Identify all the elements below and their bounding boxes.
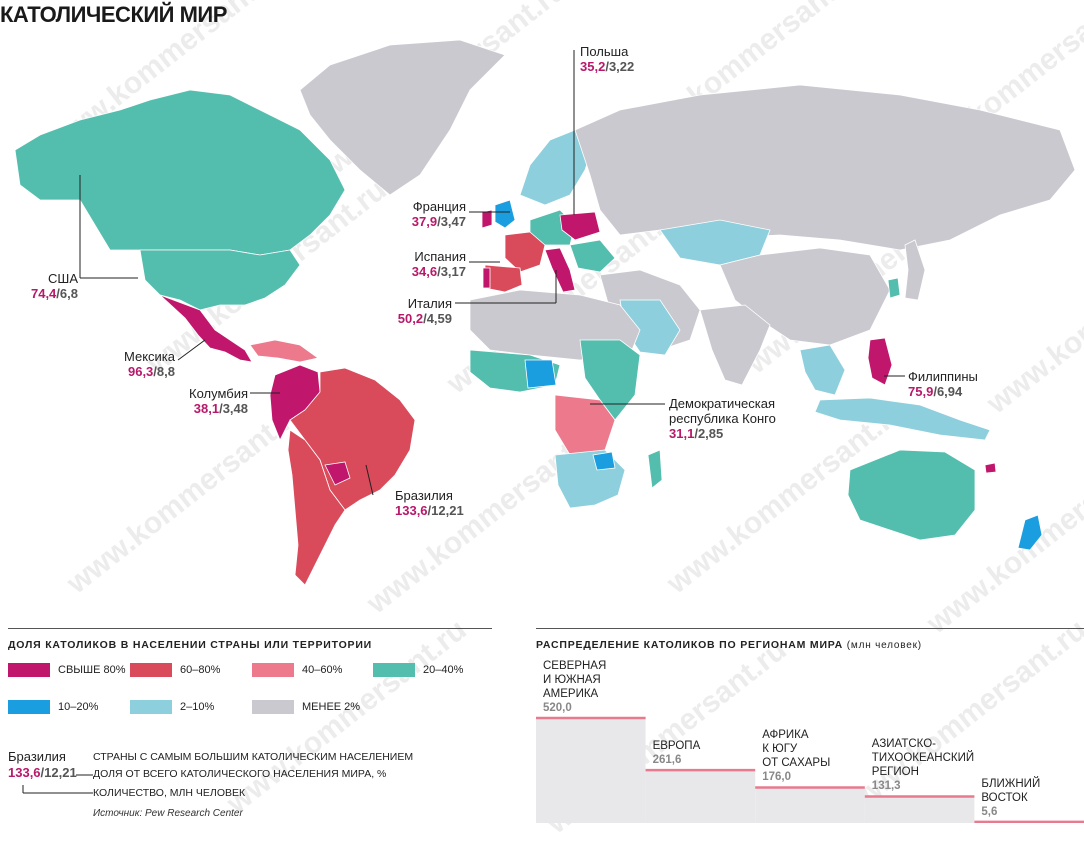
region-bar-label: ЕВРОПА 261,6 bbox=[652, 740, 701, 767]
callout-spain: Испания 34,6/3,17 bbox=[411, 249, 466, 279]
region-bar bbox=[864, 796, 975, 823]
legend-swatch-2-10 bbox=[130, 700, 172, 714]
region-iberia bbox=[484, 264, 523, 293]
regions-bar-chart bbox=[536, 716, 1084, 823]
region-east-africa bbox=[579, 339, 641, 421]
example-country: Бразилия bbox=[8, 749, 66, 764]
callout-colombia: Колумбия 38,1/3,48 bbox=[189, 386, 248, 416]
region-bar-value: 261,6 bbox=[652, 754, 682, 767]
legend-title: ДОЛЯ КАТОЛИКОВ В НАСЕЛЕНИИ СТРАНЫ ИЛИ ТЕ… bbox=[8, 639, 373, 651]
legend-rule bbox=[8, 628, 492, 629]
region-italy bbox=[544, 247, 576, 293]
legend-over80: СВЫШЕ 80% bbox=[8, 663, 126, 677]
region-usa bbox=[139, 249, 301, 311]
callout-drc: Демократическая республика Конго 31,1/2,… bbox=[669, 396, 776, 441]
legend-swatch-20-40 bbox=[373, 663, 415, 677]
legend-swatch-40-60 bbox=[252, 663, 294, 677]
legend-2-10: 2–10% bbox=[130, 700, 214, 714]
region-indonesia bbox=[814, 397, 991, 441]
regions-rule bbox=[536, 628, 1084, 629]
region-bar-value: 520,0 bbox=[543, 702, 572, 714]
region-greenland bbox=[299, 39, 506, 196]
region-bar bbox=[536, 718, 646, 823]
callout-brazil: Бразилия 133,6/12,21 bbox=[395, 488, 464, 518]
region-paraguay bbox=[324, 461, 351, 486]
example-values: 133,6/12,21 bbox=[8, 765, 77, 780]
region-bar-value: 176,0 bbox=[762, 771, 791, 784]
region-new-zealand bbox=[1017, 514, 1043, 551]
region-korea bbox=[887, 277, 901, 299]
example-note-title: СТРАНЫ С САМЫМ БОЛЬШИМ КАТОЛИЧЕСКИМ НАСЕ… bbox=[93, 751, 414, 763]
callout-france: Франция 37,9/3,47 bbox=[411, 199, 466, 229]
example-note-count: КОЛИЧЕСТВО, МЛН ЧЕЛОВЕК bbox=[93, 787, 246, 799]
region-southern-africa bbox=[554, 449, 626, 509]
source-note: Источник: Pew Research Center bbox=[93, 808, 243, 819]
legend-swatch-60-80 bbox=[130, 663, 172, 677]
map-title: КАТОЛИЧЕСКИЙ МИР bbox=[0, 2, 227, 27]
region-bar-value: 5,6 bbox=[981, 805, 998, 818]
region-japan bbox=[904, 239, 926, 301]
legend-60-80: 60–80% bbox=[130, 663, 220, 677]
region-canada-alaska bbox=[14, 89, 346, 256]
region-brazil bbox=[289, 367, 416, 511]
region-uk bbox=[494, 199, 516, 229]
region-bar bbox=[645, 770, 756, 823]
legend-swatch-under2 bbox=[252, 700, 294, 714]
region-india bbox=[699, 304, 771, 386]
legend-swatch-10-20 bbox=[8, 700, 50, 714]
example-connectors bbox=[22, 774, 93, 794]
callout-italy: Италия 50,2/4,59 bbox=[397, 296, 452, 326]
regions-title: РАСПРЕДЕЛЕНИЕ КАТОЛИКОВ ПО РЕГИОНАМ МИРА… bbox=[536, 639, 922, 651]
legend-swatch-over80 bbox=[8, 663, 50, 677]
region-bar bbox=[755, 787, 865, 823]
legend-10-20: 10–20% bbox=[8, 700, 98, 714]
region-ireland bbox=[481, 209, 493, 229]
legend-40-60: 40–60% bbox=[252, 663, 342, 677]
callout-philippines: Филиппины 75,9/6,94 bbox=[908, 369, 978, 399]
region-bar-label: АЗИАТСКО- ТИХООКЕАНСКИЙ РЕГИОН 131,3 bbox=[871, 738, 975, 793]
callout-usa: США 74,4/6,8 bbox=[30, 271, 78, 301]
region-east-timor bbox=[984, 462, 997, 474]
region-se-asia bbox=[799, 344, 846, 396]
region-caribbean bbox=[249, 339, 319, 363]
region-balkans bbox=[569, 239, 616, 273]
callout-poland: Польша 35,2/3,22 bbox=[580, 44, 635, 74]
region-bar-label: АФРИКА К ЮГУ ОТ САХАРЫ 176,0 bbox=[762, 729, 831, 784]
world-map bbox=[14, 39, 1076, 586]
region-south-cone bbox=[287, 429, 346, 586]
region-portugal bbox=[482, 267, 491, 289]
legend-under2: МЕНЕЕ 2% bbox=[252, 700, 360, 714]
callout-lines bbox=[79, 50, 905, 496]
legend-20-40: 20–40% bbox=[373, 663, 463, 677]
example-note-share: ДОЛЯ ОТ ВСЕГО КАТОЛИЧЕСКОГО НАСЕЛЕНИЯ МИ… bbox=[93, 768, 387, 780]
callout-mexico: Мексика 96,3/8,8 bbox=[123, 349, 175, 379]
region-madagascar bbox=[647, 449, 663, 489]
region-bar-label: СЕВЕРНАЯ И ЮЖНАЯ АМЕРИКА 520,0 bbox=[543, 660, 607, 714]
region-mexico bbox=[159, 294, 253, 363]
region-russia bbox=[574, 84, 1076, 251]
region-bar-label: БЛИЖНИЙ ВОСТОК 5,6 bbox=[981, 777, 1041, 818]
region-zimbabwe bbox=[592, 451, 616, 471]
region-australia bbox=[847, 449, 976, 541]
region-bar-value: 131,3 bbox=[871, 780, 901, 793]
region-poland bbox=[559, 211, 601, 241]
region-philippines bbox=[867, 337, 893, 386]
region-nigeria bbox=[524, 359, 557, 389]
